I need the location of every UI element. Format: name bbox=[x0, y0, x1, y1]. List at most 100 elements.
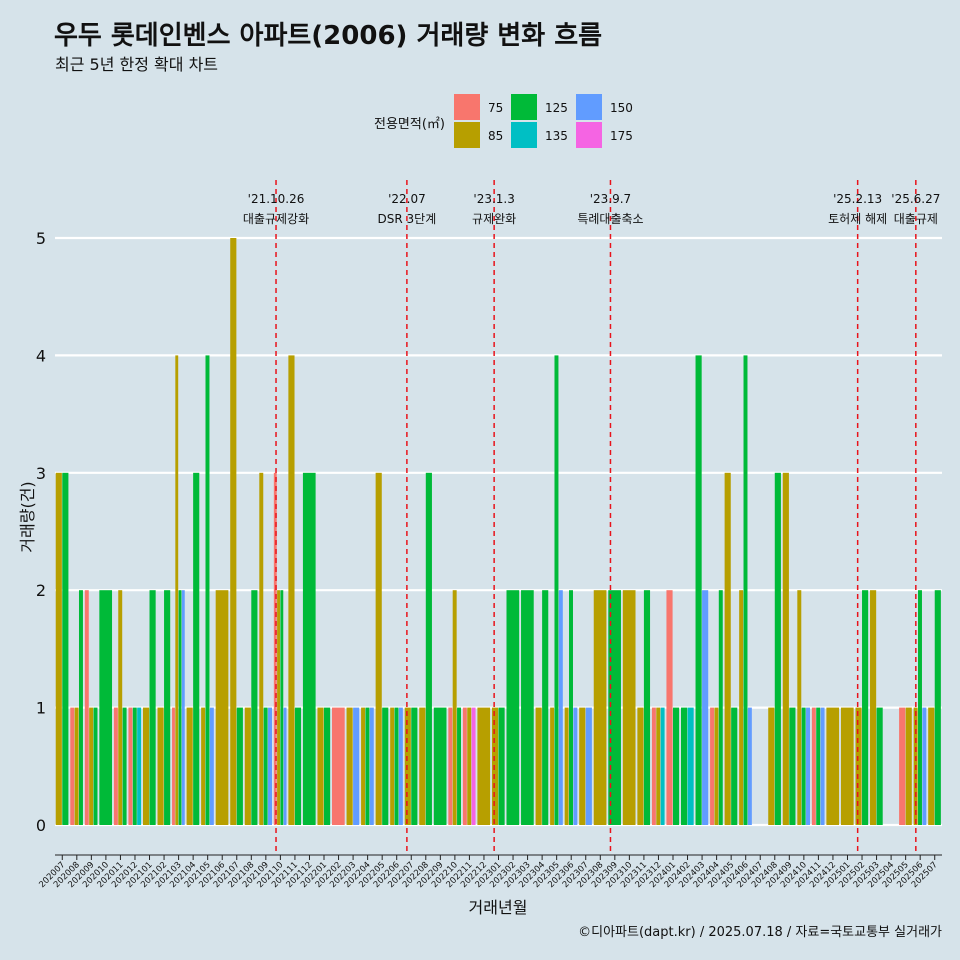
y-tick-label-4: 4 bbox=[36, 346, 46, 365]
legend-label-150: 150 bbox=[610, 101, 633, 115]
bar-202507-125 bbox=[934, 590, 941, 825]
legend-swatch-175 bbox=[576, 122, 602, 148]
bar-202109-85 bbox=[259, 472, 264, 825]
bar-202210-75 bbox=[448, 707, 453, 825]
bar-202311-125 bbox=[643, 590, 651, 825]
legend-label-125: 125 bbox=[545, 101, 568, 115]
bar-202405-85 bbox=[724, 472, 731, 825]
bar-202204-150 bbox=[369, 707, 374, 825]
event-label-5: 대출규제 bbox=[894, 212, 938, 226]
bar-202307-150 bbox=[585, 707, 592, 825]
legend-swatch-75 bbox=[454, 94, 480, 120]
legend-label-175: 175 bbox=[610, 129, 633, 143]
bar-202307-85 bbox=[579, 707, 586, 825]
bar-202012-135 bbox=[137, 707, 142, 825]
bar-202503-125 bbox=[876, 707, 883, 825]
legend-swatch-150 bbox=[576, 94, 602, 120]
legend-items: 75 85 125 135 150 175 bbox=[454, 94, 633, 148]
bar-202105-85 bbox=[201, 707, 206, 825]
bar-202009-85 bbox=[89, 707, 94, 825]
y-tick-label-1: 1 bbox=[36, 699, 46, 718]
bar-202207-85 bbox=[404, 707, 411, 825]
bar-202206-125 bbox=[394, 707, 399, 825]
bar-202409-85 bbox=[782, 472, 789, 825]
bar-202108-125 bbox=[251, 590, 258, 825]
bar-202506-125 bbox=[918, 590, 922, 825]
bar-202308-85 bbox=[593, 590, 607, 825]
bar-202304-85 bbox=[535, 707, 542, 825]
bar-202201-125 bbox=[324, 707, 331, 825]
bar-202106-85 bbox=[215, 590, 229, 825]
bar-202207-125 bbox=[411, 707, 418, 825]
event-date-4: '25.2.13 bbox=[833, 192, 882, 206]
bar-202304-125 bbox=[542, 590, 549, 825]
bar-202009-125 bbox=[93, 707, 98, 825]
bar-202301-85 bbox=[491, 707, 499, 825]
legend-title: 전용면적(㎡) bbox=[374, 117, 445, 132]
bar-202306-85 bbox=[564, 707, 569, 825]
bar-202101-85 bbox=[142, 707, 150, 825]
event-date-3: '23.9.7 bbox=[590, 192, 631, 206]
bar-202206-85 bbox=[390, 707, 395, 825]
y-tick-label-5: 5 bbox=[36, 229, 46, 248]
event-label-3: 특례대출축소 bbox=[577, 212, 643, 226]
bar-202103-85 bbox=[175, 355, 179, 825]
bar-202305-85 bbox=[550, 707, 555, 825]
bar-202411-125 bbox=[816, 707, 821, 825]
bar-202503-85 bbox=[870, 590, 877, 825]
bar-202306-150 bbox=[573, 707, 578, 825]
bar-202205-125 bbox=[382, 707, 389, 825]
bar-202103-150 bbox=[181, 590, 185, 825]
y-axis: 0 1 2 3 4 5 bbox=[36, 229, 46, 835]
bar-202011-85 bbox=[118, 590, 123, 825]
bar-202205-85 bbox=[375, 472, 382, 825]
bar-202105-125 bbox=[205, 355, 210, 825]
bar-202105-150 bbox=[209, 707, 214, 825]
bar-202406-125 bbox=[743, 355, 748, 825]
chart-title: 우두 롯데인벤스 아파트(2006) 거래량 변화 흐름 bbox=[54, 21, 602, 51]
bar-202010-125 bbox=[99, 590, 113, 825]
y-axis-label: 거래량(건) bbox=[18, 481, 37, 552]
bar-202201-85 bbox=[317, 707, 324, 825]
x-axis: 2020072020082020092020102020112020122021… bbox=[37, 854, 942, 890]
bar-202211-85 bbox=[467, 707, 472, 825]
bar-202312-75 bbox=[651, 707, 656, 825]
bar-202210-85 bbox=[452, 590, 457, 825]
chart-subtitle: 최근 5년 한정 확대 차트 bbox=[55, 55, 218, 74]
bar-202011-125 bbox=[122, 707, 127, 825]
bar-202206-150 bbox=[398, 707, 403, 825]
bar-202410-150 bbox=[806, 707, 811, 825]
bar-202009-75 bbox=[84, 590, 89, 825]
bar-202109-150 bbox=[268, 707, 272, 825]
bar-202102-125 bbox=[164, 590, 171, 825]
event-label-1: DSR 3단계 bbox=[378, 212, 437, 226]
bar-202008-125 bbox=[78, 590, 83, 825]
bar-202404-85 bbox=[714, 707, 719, 825]
bar-202110-125 bbox=[280, 590, 284, 825]
event-label-2: 규제완화 bbox=[472, 212, 516, 226]
event-label-4: 토허제 해제 bbox=[828, 212, 887, 226]
bar-202008-75 bbox=[70, 707, 75, 825]
bar-202104-85 bbox=[186, 707, 193, 825]
y-tick-label-3: 3 bbox=[36, 464, 46, 483]
bar-202411-75 bbox=[811, 707, 816, 825]
bar-202209-125 bbox=[433, 707, 447, 825]
legend-label-85: 85 bbox=[488, 129, 503, 143]
bar-202406-150 bbox=[747, 707, 752, 825]
event-date-5: '25.6.27 bbox=[891, 192, 940, 206]
bar-202408-125 bbox=[774, 472, 781, 825]
bar-202203-85 bbox=[346, 707, 353, 825]
y-tick-label-0: 0 bbox=[36, 816, 46, 835]
bar-202501-85 bbox=[840, 707, 854, 825]
legend-label-75: 75 bbox=[488, 101, 503, 115]
x-axis-label: 거래년월 bbox=[469, 898, 528, 917]
bar-202406-85 bbox=[739, 590, 744, 825]
bar-202409-125 bbox=[789, 707, 796, 825]
bar-202211-75 bbox=[462, 707, 467, 825]
bar-202412-85 bbox=[826, 707, 840, 825]
bar-202506-150 bbox=[922, 707, 927, 825]
bar-202312-85 bbox=[656, 707, 661, 825]
bar-202403-150 bbox=[702, 590, 709, 825]
bar-202103-125 bbox=[178, 590, 182, 825]
